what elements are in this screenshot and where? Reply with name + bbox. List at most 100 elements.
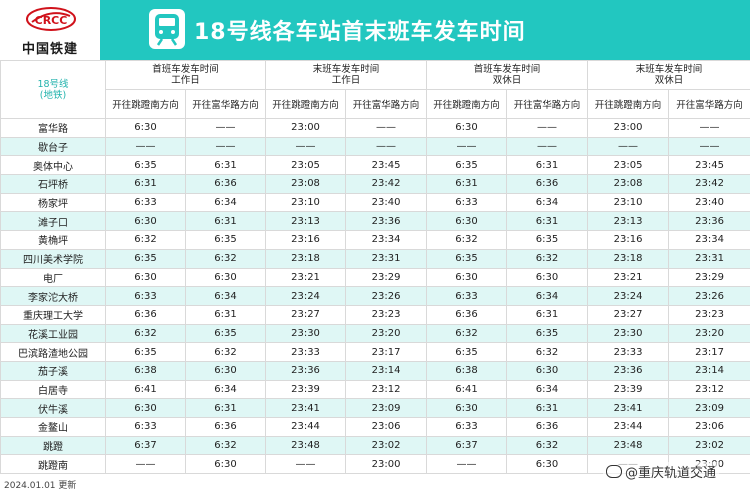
time-cell: 6:30 xyxy=(506,360,589,381)
time-cell: 23:17 xyxy=(668,342,750,362)
time-cell: 23:20 xyxy=(668,323,750,344)
group-header: 末班车发车时间 工作日 xyxy=(265,60,428,90)
time-cell: 23:48 xyxy=(265,435,347,456)
time-cell: 6:32 xyxy=(506,435,589,456)
time-cell: 6:33 xyxy=(105,192,186,213)
time-cell: 6:30 xyxy=(184,267,267,288)
table-row: 黄桷坪 6:32 6:35 23:16 23:34 6:32 6:35 23:16 23:34 xyxy=(0,230,750,250)
time-cell: 23:30 xyxy=(587,323,670,344)
time-cell: 6:32 xyxy=(426,323,508,344)
table-row: 四川美术学院 6:35 6:32 23:18 23:31 6:35 6:32 23:18 23:… xyxy=(0,248,750,269)
time-cell: 6:33 xyxy=(105,417,186,437)
time-cell: 6:33 xyxy=(426,417,508,437)
time-cell: 6:31 xyxy=(184,211,267,232)
time-cell: 6:36 xyxy=(426,304,508,325)
table-row: 茄子溪 6:38 6:30 23:36 23:14 6:38 6:30 23:36 23:14 xyxy=(0,360,750,381)
time-cell: —— xyxy=(345,118,428,138)
page-title: 18号线各车站首末班车发车时间 xyxy=(194,20,526,45)
time-cell: 23:33 xyxy=(587,342,670,362)
time-cell: 6:30 xyxy=(105,398,186,418)
time-cell: 23:06 xyxy=(345,417,428,437)
time-cell: 6:32 xyxy=(426,230,508,250)
header: CRCC 中国铁建 18号线各车站首末班车发车时间 xyxy=(0,0,750,60)
time-cell: 23:45 xyxy=(668,155,750,176)
time-cell: 6:35 xyxy=(426,342,508,362)
station-name: 花溪工业园 xyxy=(0,323,106,344)
time-cell: 6:33 xyxy=(105,286,186,306)
time-cell: 23:13 xyxy=(587,211,670,232)
station-name: 茄子溪 xyxy=(0,360,106,381)
time-cell: 23:00 xyxy=(345,454,428,475)
watermark-text: @重庆轨道交通 xyxy=(625,466,717,481)
time-cell: 6:35 xyxy=(426,248,508,269)
station-name: 巴滨路渣地公园 xyxy=(0,342,106,362)
time-cell: 23:41 xyxy=(265,398,347,418)
time-cell: —— xyxy=(668,136,750,157)
title-bar xyxy=(100,0,750,60)
time-cell: —— xyxy=(506,136,589,157)
time-cell: 23:09 xyxy=(345,398,428,418)
time-cell: 23:26 xyxy=(345,286,428,306)
time-cell: —— xyxy=(265,454,347,475)
table-row: 跳蹬 6:37 6:32 23:48 23:02 6:37 6:32 23:48 23:02 xyxy=(0,435,750,456)
table-row: 花溪工业园 6:32 6:35 23:30 23:20 6:32 6:35 23:30 23:2… xyxy=(0,323,750,344)
time-cell: 6:35 xyxy=(105,342,186,362)
update-date: 2024.01.01 更新 xyxy=(4,481,77,491)
time-cell: 23:27 xyxy=(587,304,670,325)
time-cell: 6:36 xyxy=(105,304,186,325)
crcc-logo-icon: CRCC xyxy=(26,7,76,31)
time-cell: 23:00 xyxy=(587,118,670,138)
time-cell: 6:30 xyxy=(426,398,508,418)
station-name: 重庆理工大学 xyxy=(0,304,106,325)
direction-header: 开往跳蹬南方向 xyxy=(265,89,347,119)
time-cell: —— xyxy=(105,136,186,157)
time-cell: 23:16 xyxy=(265,230,347,250)
time-cell: 6:30 xyxy=(426,118,508,138)
time-cell: 23:08 xyxy=(265,174,347,194)
station-name: 白居寺 xyxy=(0,379,106,400)
time-cell: 23:05 xyxy=(265,155,347,176)
time-cell: 6:30 xyxy=(184,454,267,475)
time-cell: 23:34 xyxy=(345,230,428,250)
time-cell: —— xyxy=(426,136,508,157)
time-cell: 23:24 xyxy=(587,286,670,306)
time-cell: 6:35 xyxy=(426,155,508,176)
table-row: 歇台子 —— —— —— —— —— —— —— —— xyxy=(0,136,750,157)
time-cell: —— xyxy=(345,136,428,157)
time-cell: 6:36 xyxy=(184,417,267,437)
time-cell: 23:24 xyxy=(265,286,347,306)
time-cell: 6:33 xyxy=(426,286,508,306)
time-cell: 6:34 xyxy=(506,286,589,306)
time-cell: 6:38 xyxy=(105,360,186,381)
time-cell: 6:36 xyxy=(184,174,267,194)
time-cell: —— xyxy=(105,454,186,475)
table-row: 富华路 6:30 —— 23:00 —— 6:30 —— 23:00 —— xyxy=(0,118,750,138)
time-cell: 6:35 xyxy=(184,230,267,250)
time-cell: 23:26 xyxy=(668,286,750,306)
table-row: 李家沱大桥 6:33 6:34 23:24 23:26 6:33 6:34 23:24 23:2… xyxy=(0,286,750,306)
time-cell: 23:23 xyxy=(345,304,428,325)
table-row: 电厂 6:30 6:30 23:21 23:29 6:30 6:30 23:21 23:29 xyxy=(0,267,750,288)
time-cell: 23:10 xyxy=(587,192,670,213)
direction-header: 开往跳蹬南方向 xyxy=(105,89,186,119)
time-cell: 6:36 xyxy=(506,417,589,437)
table-row: 重庆理工大学 6:36 6:31 23:27 23:23 6:36 6:31 23:27 23:… xyxy=(0,304,750,325)
time-cell: 6:30 xyxy=(184,360,267,381)
time-cell: —— xyxy=(668,118,750,138)
station-name: 歇台子 xyxy=(0,136,106,157)
time-cell: 23:05 xyxy=(587,155,670,176)
time-cell: 6:33 xyxy=(426,192,508,213)
direction-header: 开往富华路方向 xyxy=(184,89,267,119)
time-cell: 23:44 xyxy=(587,417,670,437)
time-cell: 23:44 xyxy=(265,417,347,437)
time-cell: 23:08 xyxy=(587,174,670,194)
group-header: 首班车发车时间 工作日 xyxy=(104,60,267,90)
time-cell: 6:35 xyxy=(506,323,589,344)
logo: CRCC 中国铁建 xyxy=(0,0,100,60)
time-cell: 23:42 xyxy=(345,174,428,194)
station-name: 跳蹬南 xyxy=(0,454,106,475)
direction-header: 开往富华路方向 xyxy=(345,89,428,119)
time-cell: 6:30 xyxy=(426,267,508,288)
time-cell: 23:39 xyxy=(265,379,347,400)
time-cell: 23:40 xyxy=(668,192,750,213)
